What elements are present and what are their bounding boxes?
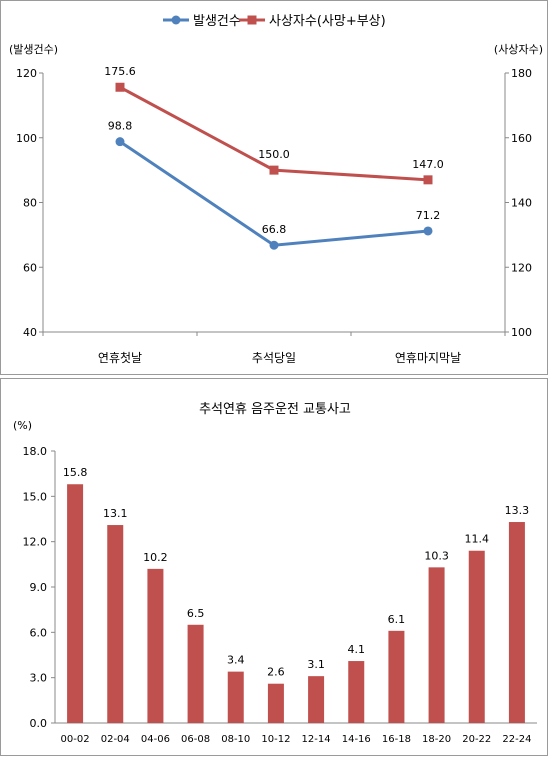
- chart-title: 추석연휴 음주운전 교통사고: [199, 402, 351, 417]
- data-label-right: 147.0: [412, 158, 444, 171]
- left-y-tick-label: 80: [23, 197, 37, 210]
- legend-label: 사상자수(사망+부상): [269, 14, 386, 29]
- right-y-tick-label: 120: [511, 261, 532, 274]
- bar: [308, 676, 325, 723]
- y-tick-label: 3.0: [30, 672, 48, 685]
- x-category-label: 14-16: [342, 734, 371, 745]
- series-point-left: [115, 137, 125, 147]
- bar: [388, 630, 405, 723]
- bar-value-label: 13.3: [505, 504, 530, 517]
- line-chart: 40 60 80 100 120 100 120 140 160 180 연휴첫날 추석당일 연휴마지막…: [9, 14, 543, 365]
- bar-value-label: 10.3: [424, 549, 449, 562]
- left-y-tick-label: 40: [23, 326, 37, 339]
- x-category-label: 22-24: [502, 734, 531, 745]
- right-y-axis-title: (사상자수): [494, 43, 543, 56]
- x-category-label: 02-04: [101, 734, 130, 745]
- left-y-axis-title: (발생건수): [9, 43, 58, 56]
- x-category-label: 06-08: [181, 734, 210, 745]
- x-category-label: 20-22: [462, 734, 491, 745]
- bar-value-label: 10.2: [143, 551, 168, 564]
- x-category-label: 연휴첫날: [98, 351, 142, 365]
- bar: [508, 522, 525, 723]
- bar-value-label: 6.1: [388, 613, 406, 626]
- x-category-label: 16-18: [382, 734, 411, 745]
- bar-value-label: 2.6: [267, 666, 285, 679]
- y-tick-label: 0.0: [30, 717, 48, 730]
- data-label-left: 71.2: [416, 209, 441, 222]
- right-y-tick-label: 180: [511, 67, 532, 80]
- y-axis-title: (%): [13, 419, 32, 432]
- bar-value-label: 13.1: [103, 507, 128, 520]
- x-category-label: 08-10: [221, 734, 250, 745]
- y-tick-label: 9.0: [30, 581, 48, 594]
- bar: [227, 671, 244, 723]
- bar: [107, 525, 124, 723]
- right-y-tick-label: 140: [511, 197, 532, 210]
- legend-marker: [247, 15, 257, 25]
- bar-value-label: 11.4: [465, 533, 490, 546]
- data-label-left: 98.8: [108, 120, 133, 133]
- left-y-tick-label: 100: [16, 132, 37, 145]
- x-category-label: 연휴마지막날: [395, 351, 461, 365]
- series-point-right: [423, 175, 433, 185]
- y-tick-label: 6.0: [30, 626, 48, 639]
- series-point-left: [269, 240, 279, 250]
- legend-marker: [171, 15, 181, 25]
- data-label-left: 66.8: [262, 223, 287, 236]
- left-y-tick-label: 120: [16, 67, 37, 80]
- x-category-label: 04-06: [141, 734, 170, 745]
- x-category-label: 00-02: [61, 734, 90, 745]
- bar-value-label: 15.8: [63, 466, 88, 479]
- bar: [348, 661, 365, 723]
- line-chart-panel: 40 60 80 100 120 100 120 140 160 180 연휴첫날 추석당일 연휴마지막…: [0, 0, 548, 375]
- bar: [428, 567, 445, 723]
- bar-value-label: 3.4: [227, 654, 245, 667]
- right-y-tick-label: 100: [511, 326, 532, 339]
- data-label-right: 175.6: [104, 65, 136, 78]
- legend-label: 발생건수: [193, 14, 241, 29]
- series-point-right: [269, 165, 279, 175]
- bar-value-label: 4.1: [348, 643, 366, 656]
- x-category-label: 18-20: [422, 734, 451, 745]
- series-point-right: [115, 82, 125, 92]
- bar: [468, 550, 485, 723]
- y-tick-label: 12.0: [23, 536, 48, 549]
- bar: [67, 484, 84, 723]
- right-y-tick-label: 160: [511, 132, 532, 145]
- data-label-right: 150.0: [258, 148, 290, 161]
- bar: [187, 624, 204, 723]
- series-point-left: [423, 226, 433, 236]
- x-category-label: 12-14: [302, 734, 331, 745]
- y-tick-label: 15.0: [23, 490, 48, 503]
- x-category-label: 추석당일: [252, 351, 296, 365]
- bar-chart: 추석연휴 음주운전 교통사고 (%) 0.0 3.0 6.0 9.0 12.0 15.0 18.…: [13, 402, 537, 745]
- bar: [267, 683, 284, 723]
- left-y-tick-label: 60: [23, 261, 37, 274]
- bar: [147, 568, 164, 723]
- y-tick-label: 18.0: [23, 445, 48, 458]
- bar-value-label: 6.5: [187, 607, 205, 620]
- bar-chart-panel: 추석연휴 음주운전 교통사고 (%) 0.0 3.0 6.0 9.0 12.0 15.0 18.…: [0, 378, 548, 756]
- x-category-label: 10-12: [261, 734, 290, 745]
- bar-value-label: 3.1: [307, 658, 325, 671]
